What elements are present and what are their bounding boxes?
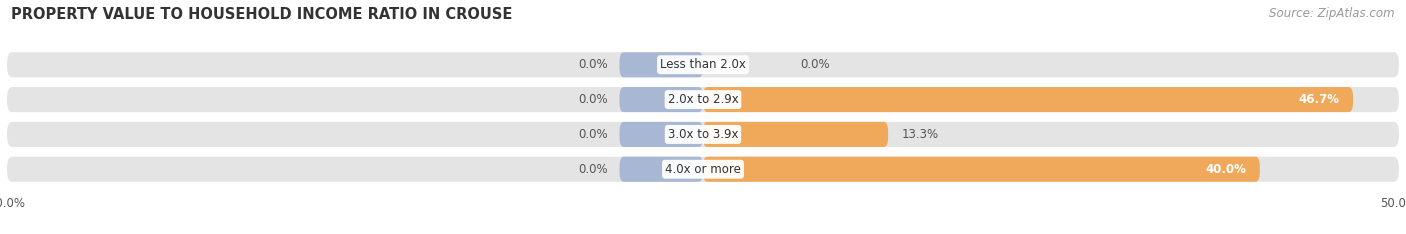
Text: 46.7%: 46.7%: [1298, 93, 1339, 106]
FancyBboxPatch shape: [620, 52, 703, 77]
Text: 13.3%: 13.3%: [903, 128, 939, 141]
Text: 40.0%: 40.0%: [1205, 163, 1246, 176]
FancyBboxPatch shape: [620, 122, 703, 147]
Text: Less than 2.0x: Less than 2.0x: [659, 58, 747, 71]
Text: 0.0%: 0.0%: [579, 163, 609, 176]
FancyBboxPatch shape: [703, 122, 889, 147]
FancyBboxPatch shape: [703, 157, 1260, 182]
Text: 0.0%: 0.0%: [579, 128, 609, 141]
Text: Source: ZipAtlas.com: Source: ZipAtlas.com: [1270, 7, 1395, 20]
Text: 0.0%: 0.0%: [800, 58, 830, 71]
Text: PROPERTY VALUE TO HOUSEHOLD INCOME RATIO IN CROUSE: PROPERTY VALUE TO HOUSEHOLD INCOME RATIO…: [11, 7, 513, 22]
FancyBboxPatch shape: [7, 52, 1399, 77]
Text: 2.0x to 2.9x: 2.0x to 2.9x: [668, 93, 738, 106]
Text: 0.0%: 0.0%: [579, 93, 609, 106]
FancyBboxPatch shape: [7, 87, 1399, 112]
FancyBboxPatch shape: [7, 122, 1399, 147]
FancyBboxPatch shape: [620, 157, 703, 182]
FancyBboxPatch shape: [620, 87, 703, 112]
Text: 3.0x to 3.9x: 3.0x to 3.9x: [668, 128, 738, 141]
Text: 4.0x or more: 4.0x or more: [665, 163, 741, 176]
FancyBboxPatch shape: [7, 157, 1399, 182]
FancyBboxPatch shape: [703, 87, 1353, 112]
Text: 0.0%: 0.0%: [579, 58, 609, 71]
